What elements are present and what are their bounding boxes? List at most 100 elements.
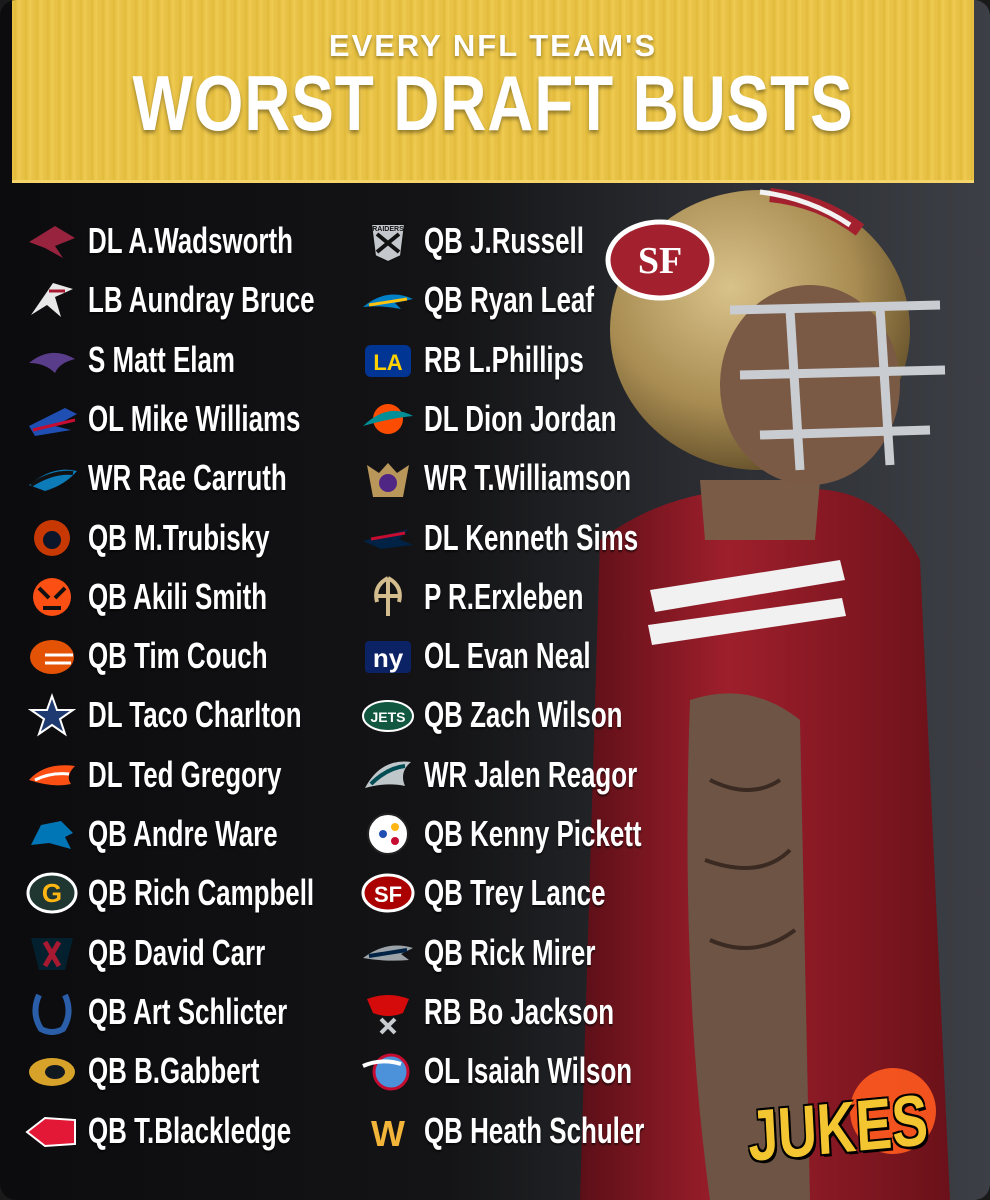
bust-pick-label: DL Kenneth Sims bbox=[424, 516, 639, 558]
bust-pick-label: QB Rick Mirer bbox=[424, 931, 596, 973]
bust-row: LA RB L.Phillips bbox=[358, 331, 646, 389]
bust-pick-label: DL Taco Charlton bbox=[88, 694, 302, 736]
cardinals-icon bbox=[22, 216, 82, 266]
bust-row: OL Mike Williams bbox=[22, 390, 383, 448]
team-logo-text: SF bbox=[374, 882, 402, 907]
jukes-watermark: JUKES bbox=[745, 1080, 930, 1177]
bust-pick-label: QB Ryan Leaf bbox=[424, 279, 594, 321]
bust-pick-label: RB Bo Jackson bbox=[424, 990, 615, 1032]
chargers-icon bbox=[358, 275, 418, 325]
bust-row: DL Ted Gregory bbox=[22, 746, 357, 804]
reddit-badge-icon bbox=[850, 1068, 936, 1154]
titans-icon bbox=[358, 1046, 418, 1096]
bust-pick-label: QB Andre Ware bbox=[88, 813, 278, 854]
bust-row: DL Taco Charlton bbox=[22, 686, 385, 744]
bust-pick-label: S Matt Elam bbox=[88, 338, 235, 380]
bust-pick-label: QB Art Schlicter bbox=[88, 990, 288, 1032]
bust-pick-label: DL Ted Gregory bbox=[88, 753, 282, 795]
bust-pick-label: OL Isaiah Wilson bbox=[424, 1050, 633, 1092]
bust-pick-label: WR Rae Carruth bbox=[88, 457, 287, 499]
commanders-icon: W bbox=[358, 1106, 418, 1156]
bust-pick-label: DL A.Wadsworth bbox=[88, 220, 293, 261]
bust-pick-label: QB M.Trubisky bbox=[88, 516, 270, 558]
bust-pick-label: QB Kenny Pickett bbox=[424, 813, 642, 854]
bust-row: LB Aundray Bruce bbox=[22, 271, 403, 329]
lions-icon bbox=[22, 809, 82, 859]
bust-row: OL Isaiah Wilson bbox=[358, 1042, 713, 1100]
bust-pick-label: RB L.Phillips bbox=[424, 338, 584, 380]
bust-pick-label: QB Akili Smith bbox=[88, 575, 268, 617]
bust-pick-label: QB J.Russell bbox=[424, 220, 584, 261]
bust-row: P R.Erxleben bbox=[358, 568, 645, 626]
svg-text:G: G bbox=[42, 878, 62, 908]
svg-text:LA: LA bbox=[373, 350, 402, 375]
bust-row: QB David Carr bbox=[22, 924, 334, 982]
bust-pick-label: WR Jalen Reagor bbox=[424, 753, 638, 795]
bust-row: QB Tim Couch bbox=[22, 627, 337, 685]
giants-icon: ny bbox=[358, 631, 418, 681]
team-logo-text: ny bbox=[373, 643, 404, 673]
bust-row: S Matt Elam bbox=[22, 331, 292, 389]
bust-row: DL Dion Jordan bbox=[358, 390, 691, 448]
raiders-icon: RAIDERS bbox=[358, 216, 418, 266]
bengals-icon bbox=[22, 572, 82, 622]
bust-pick-label: QB Rich Campbell bbox=[88, 872, 315, 914]
bust-row: DL Kenneth Sims bbox=[358, 509, 721, 567]
bust-row: DL A.Wadsworth bbox=[22, 212, 373, 270]
poster-title: WORST DRAFT BUSTS bbox=[132, 59, 854, 147]
saints-icon bbox=[358, 572, 418, 622]
panthers-icon bbox=[22, 453, 82, 503]
texans-icon bbox=[22, 928, 82, 978]
cowboys-icon bbox=[22, 690, 82, 740]
ravens-icon bbox=[22, 335, 82, 385]
jaguars-icon bbox=[22, 1046, 82, 1096]
bust-row: QB Rick Mirer bbox=[358, 924, 662, 982]
bust-pick-label: LB Aundray Bruce bbox=[88, 279, 315, 321]
jets-icon: JETS bbox=[358, 690, 418, 740]
eagles-icon bbox=[358, 750, 418, 800]
packers-icon: G bbox=[22, 868, 82, 918]
bust-row: RB Bo Jackson bbox=[358, 983, 688, 1041]
bust-pick-label: P R.Erxleben bbox=[424, 575, 584, 617]
bust-row: QB T.Blackledge bbox=[22, 1102, 370, 1160]
seahawks-icon bbox=[358, 928, 418, 978]
bust-pick-label: QB Heath Schuler bbox=[424, 1109, 645, 1151]
bust-row: QB Ryan Leaf bbox=[358, 271, 660, 329]
team-logo-text: W bbox=[371, 1113, 405, 1154]
bust-row: RAIDERS QB J.Russell bbox=[358, 212, 646, 270]
vikings-icon bbox=[358, 453, 418, 503]
chiefs-icon bbox=[22, 1106, 82, 1156]
bust-row: W QB Heath Schuler bbox=[358, 1102, 730, 1160]
dolphins-icon bbox=[358, 394, 418, 444]
team-logo-text: RAIDERS bbox=[372, 226, 404, 233]
bust-pick-label: OL Evan Neal bbox=[424, 635, 591, 677]
bust-pick-label: OL Mike Williams bbox=[88, 397, 301, 439]
team-logo-text: JETS bbox=[370, 709, 405, 725]
rams-icon: LA bbox=[358, 335, 418, 385]
helmet-logo-text: SF bbox=[638, 240, 682, 282]
browns-icon bbox=[22, 631, 82, 681]
bust-pick-label: QB Tim Couch bbox=[88, 635, 268, 677]
bust-row: QB Andre Ware bbox=[22, 805, 351, 863]
falcons-icon bbox=[22, 275, 82, 325]
bust-row: ny OL Evan Neal bbox=[358, 627, 655, 685]
bust-pick-label: WR T.Williamson bbox=[424, 457, 632, 499]
bust-row: JETS QB Zach Wilson bbox=[358, 686, 700, 744]
bust-pick-label: DL Dion Jordan bbox=[424, 397, 617, 439]
bust-row: SF QB Trey Lance bbox=[358, 864, 676, 922]
colts-icon bbox=[22, 987, 82, 1037]
header-banner: EVERY NFL TEAM'S WORST DRAFT BUSTS bbox=[12, 0, 974, 183]
buccaneers-icon bbox=[358, 987, 418, 1037]
bust-pick-label: QB David Carr bbox=[88, 931, 266, 973]
bust-row: WR T.Williamson bbox=[358, 449, 712, 507]
bust-row: QB Art Schlicter bbox=[22, 983, 365, 1041]
bills-icon bbox=[22, 394, 82, 444]
49ers-icon: SF bbox=[358, 868, 418, 918]
bust-pick-label: QB T.Blackledge bbox=[88, 1109, 292, 1151]
player-illustration: SF bbox=[580, 188, 950, 1200]
bears-icon bbox=[22, 513, 82, 563]
bust-row: WR Jalen Reagor bbox=[358, 746, 720, 804]
bust-row: G QB Rich Campbell bbox=[22, 864, 402, 922]
bust-row: WR Rae Carruth bbox=[22, 449, 364, 507]
bust-row: QB M.Trubisky bbox=[22, 509, 340, 567]
